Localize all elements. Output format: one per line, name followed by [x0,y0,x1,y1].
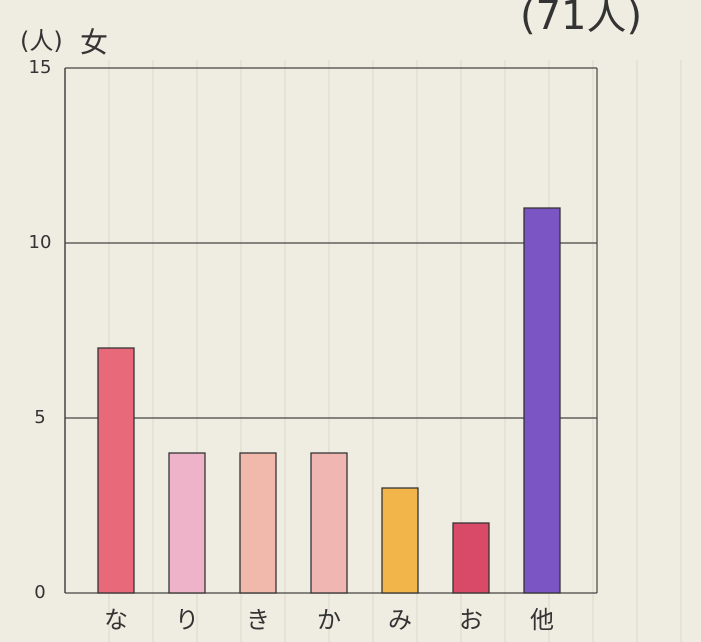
x-tick-label: き [246,606,270,634]
x-tick-label: か [317,606,341,634]
chart-title: 女 [80,26,108,59]
x-tick-label: 他 [530,606,554,634]
annotation: (71人) [520,0,642,39]
y-tick-label: 10 [29,232,52,253]
bar [381,487,419,594]
bar [97,347,135,594]
bar [310,452,348,594]
bar [168,452,206,594]
y-tick-label: 5 [34,407,45,428]
y-axis-label: (人) [20,27,63,55]
bar [239,452,277,594]
bar [452,522,490,594]
x-tick-label: り [175,606,199,634]
x-tick-label: み [388,606,412,634]
x-tick-label: お [459,606,483,634]
y-tick-label: 0 [34,582,45,603]
x-tick-label: な [104,606,128,634]
y-tick-label: 15 [29,57,52,78]
bar [523,207,561,594]
